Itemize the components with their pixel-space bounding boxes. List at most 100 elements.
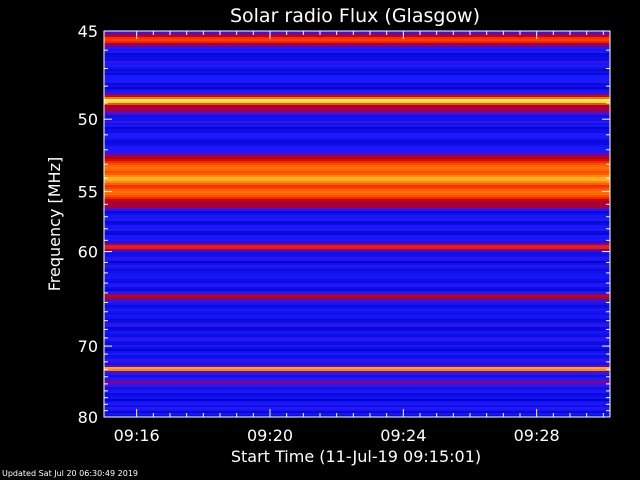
heatmap-row: [104, 407, 610, 409]
heatmap-row: [104, 71, 610, 73]
heatmap-row: [104, 319, 610, 321]
heatmap-row: [104, 413, 610, 415]
updated-timestamp: Updated Sat Jul 20 06:30:49 2019: [2, 469, 139, 478]
heatmap-row: [104, 401, 610, 403]
heatmap-row: [104, 43, 610, 45]
heatmap-row: [104, 203, 610, 205]
y-tick-label: 45: [78, 22, 98, 41]
heatmap-row: [104, 133, 610, 135]
heatmap-row: [104, 93, 610, 95]
heatmap-row: [104, 115, 610, 117]
heatmap-row: [104, 287, 610, 289]
heatmap-row: [104, 213, 610, 215]
heatmap-row: [104, 83, 610, 85]
heatmap-row: [104, 101, 610, 103]
heatmap-row: [104, 293, 610, 295]
heatmap-row: [104, 303, 610, 305]
heatmap-row: [104, 383, 610, 385]
heatmap-row: [104, 243, 610, 245]
heatmap-row: [104, 355, 610, 357]
heatmap-row: [104, 365, 610, 367]
heatmap-row: [104, 279, 610, 281]
heatmap-row: [104, 209, 610, 211]
heatmap-row: [104, 399, 610, 401]
heatmap-row: [104, 345, 610, 347]
heatmap-row: [104, 51, 610, 53]
heatmap-row: [104, 147, 610, 149]
heatmap-row: [104, 229, 610, 231]
heatmap-row: [104, 253, 610, 255]
heatmap-row: [104, 47, 610, 49]
x-tick-label: 09:20: [247, 426, 293, 445]
heatmap-row: [104, 187, 610, 189]
heatmap-row: [104, 155, 610, 157]
heatmap-row: [104, 301, 610, 303]
heatmap-row: [104, 167, 610, 169]
heatmap-row: [104, 337, 610, 339]
y-tick-label: 60: [78, 243, 98, 262]
y-axis-label: Frequency [MHz]: [45, 157, 64, 291]
heatmap-row: [104, 239, 610, 241]
heatmap-row: [104, 247, 610, 249]
heatmap-row: [104, 297, 610, 299]
heatmap-row: [104, 191, 610, 193]
y-tick-label: 55: [78, 182, 98, 201]
heatmap-row: [104, 309, 610, 311]
heatmap-row: [104, 31, 610, 33]
heatmap-row: [104, 205, 610, 207]
heatmap-row: [104, 403, 610, 405]
heatmap-row: [104, 343, 610, 345]
heatmap: [104, 31, 610, 417]
heatmap-row: [104, 69, 610, 71]
heatmap-row: [104, 347, 610, 349]
heatmap-row: [104, 275, 610, 277]
heatmap-row: [104, 207, 610, 209]
heatmap-row: [104, 329, 610, 331]
heatmap-row: [104, 259, 610, 261]
heatmap-row: [104, 381, 610, 383]
heatmap-row: [104, 91, 610, 93]
heatmap-row: [104, 219, 610, 221]
heatmap-row: [104, 165, 610, 167]
heatmap-row: [104, 313, 610, 315]
heatmap-row: [104, 311, 610, 313]
heatmap-row: [104, 105, 610, 107]
heatmap-row: [104, 137, 610, 139]
y-tick-label: 50: [78, 110, 98, 129]
y-axis: 45 50 55 60 70 80: [78, 22, 610, 427]
heatmap-row: [104, 195, 610, 197]
heatmap-row: [104, 117, 610, 119]
heatmap-row: [104, 241, 610, 243]
heatmap-row: [104, 267, 610, 269]
heatmap-row: [104, 153, 610, 155]
heatmap-row: [104, 223, 610, 225]
heatmap-row: [104, 249, 610, 251]
heatmap-row: [104, 411, 610, 413]
heatmap-row: [104, 251, 610, 253]
heatmap-row: [104, 135, 610, 137]
heatmap-row: [104, 119, 610, 121]
heatmap-row: [104, 327, 610, 329]
heatmap-row: [104, 231, 610, 233]
heatmap-row: [104, 129, 610, 131]
heatmap-row: [104, 179, 610, 181]
heatmap-row: [104, 35, 610, 37]
heatmap-row: [104, 59, 610, 61]
heatmap-row: [104, 335, 610, 337]
heatmap-row: [104, 375, 610, 377]
heatmap-row: [104, 103, 610, 105]
heatmap-row: [104, 405, 610, 407]
heatmap-row: [104, 97, 610, 99]
heatmap-row: [104, 351, 610, 353]
heatmap-row: [104, 189, 610, 191]
heatmap-row: [104, 271, 610, 273]
heatmap-row: [104, 39, 610, 41]
heatmap-row: [104, 159, 610, 161]
heatmap-row: [104, 127, 610, 129]
heatmap-row: [104, 49, 610, 51]
heatmap-row: [104, 87, 610, 89]
heatmap-row: [104, 331, 610, 333]
heatmap-row: [104, 225, 610, 227]
heatmap-row: [104, 307, 610, 309]
heatmap-row: [104, 227, 610, 229]
